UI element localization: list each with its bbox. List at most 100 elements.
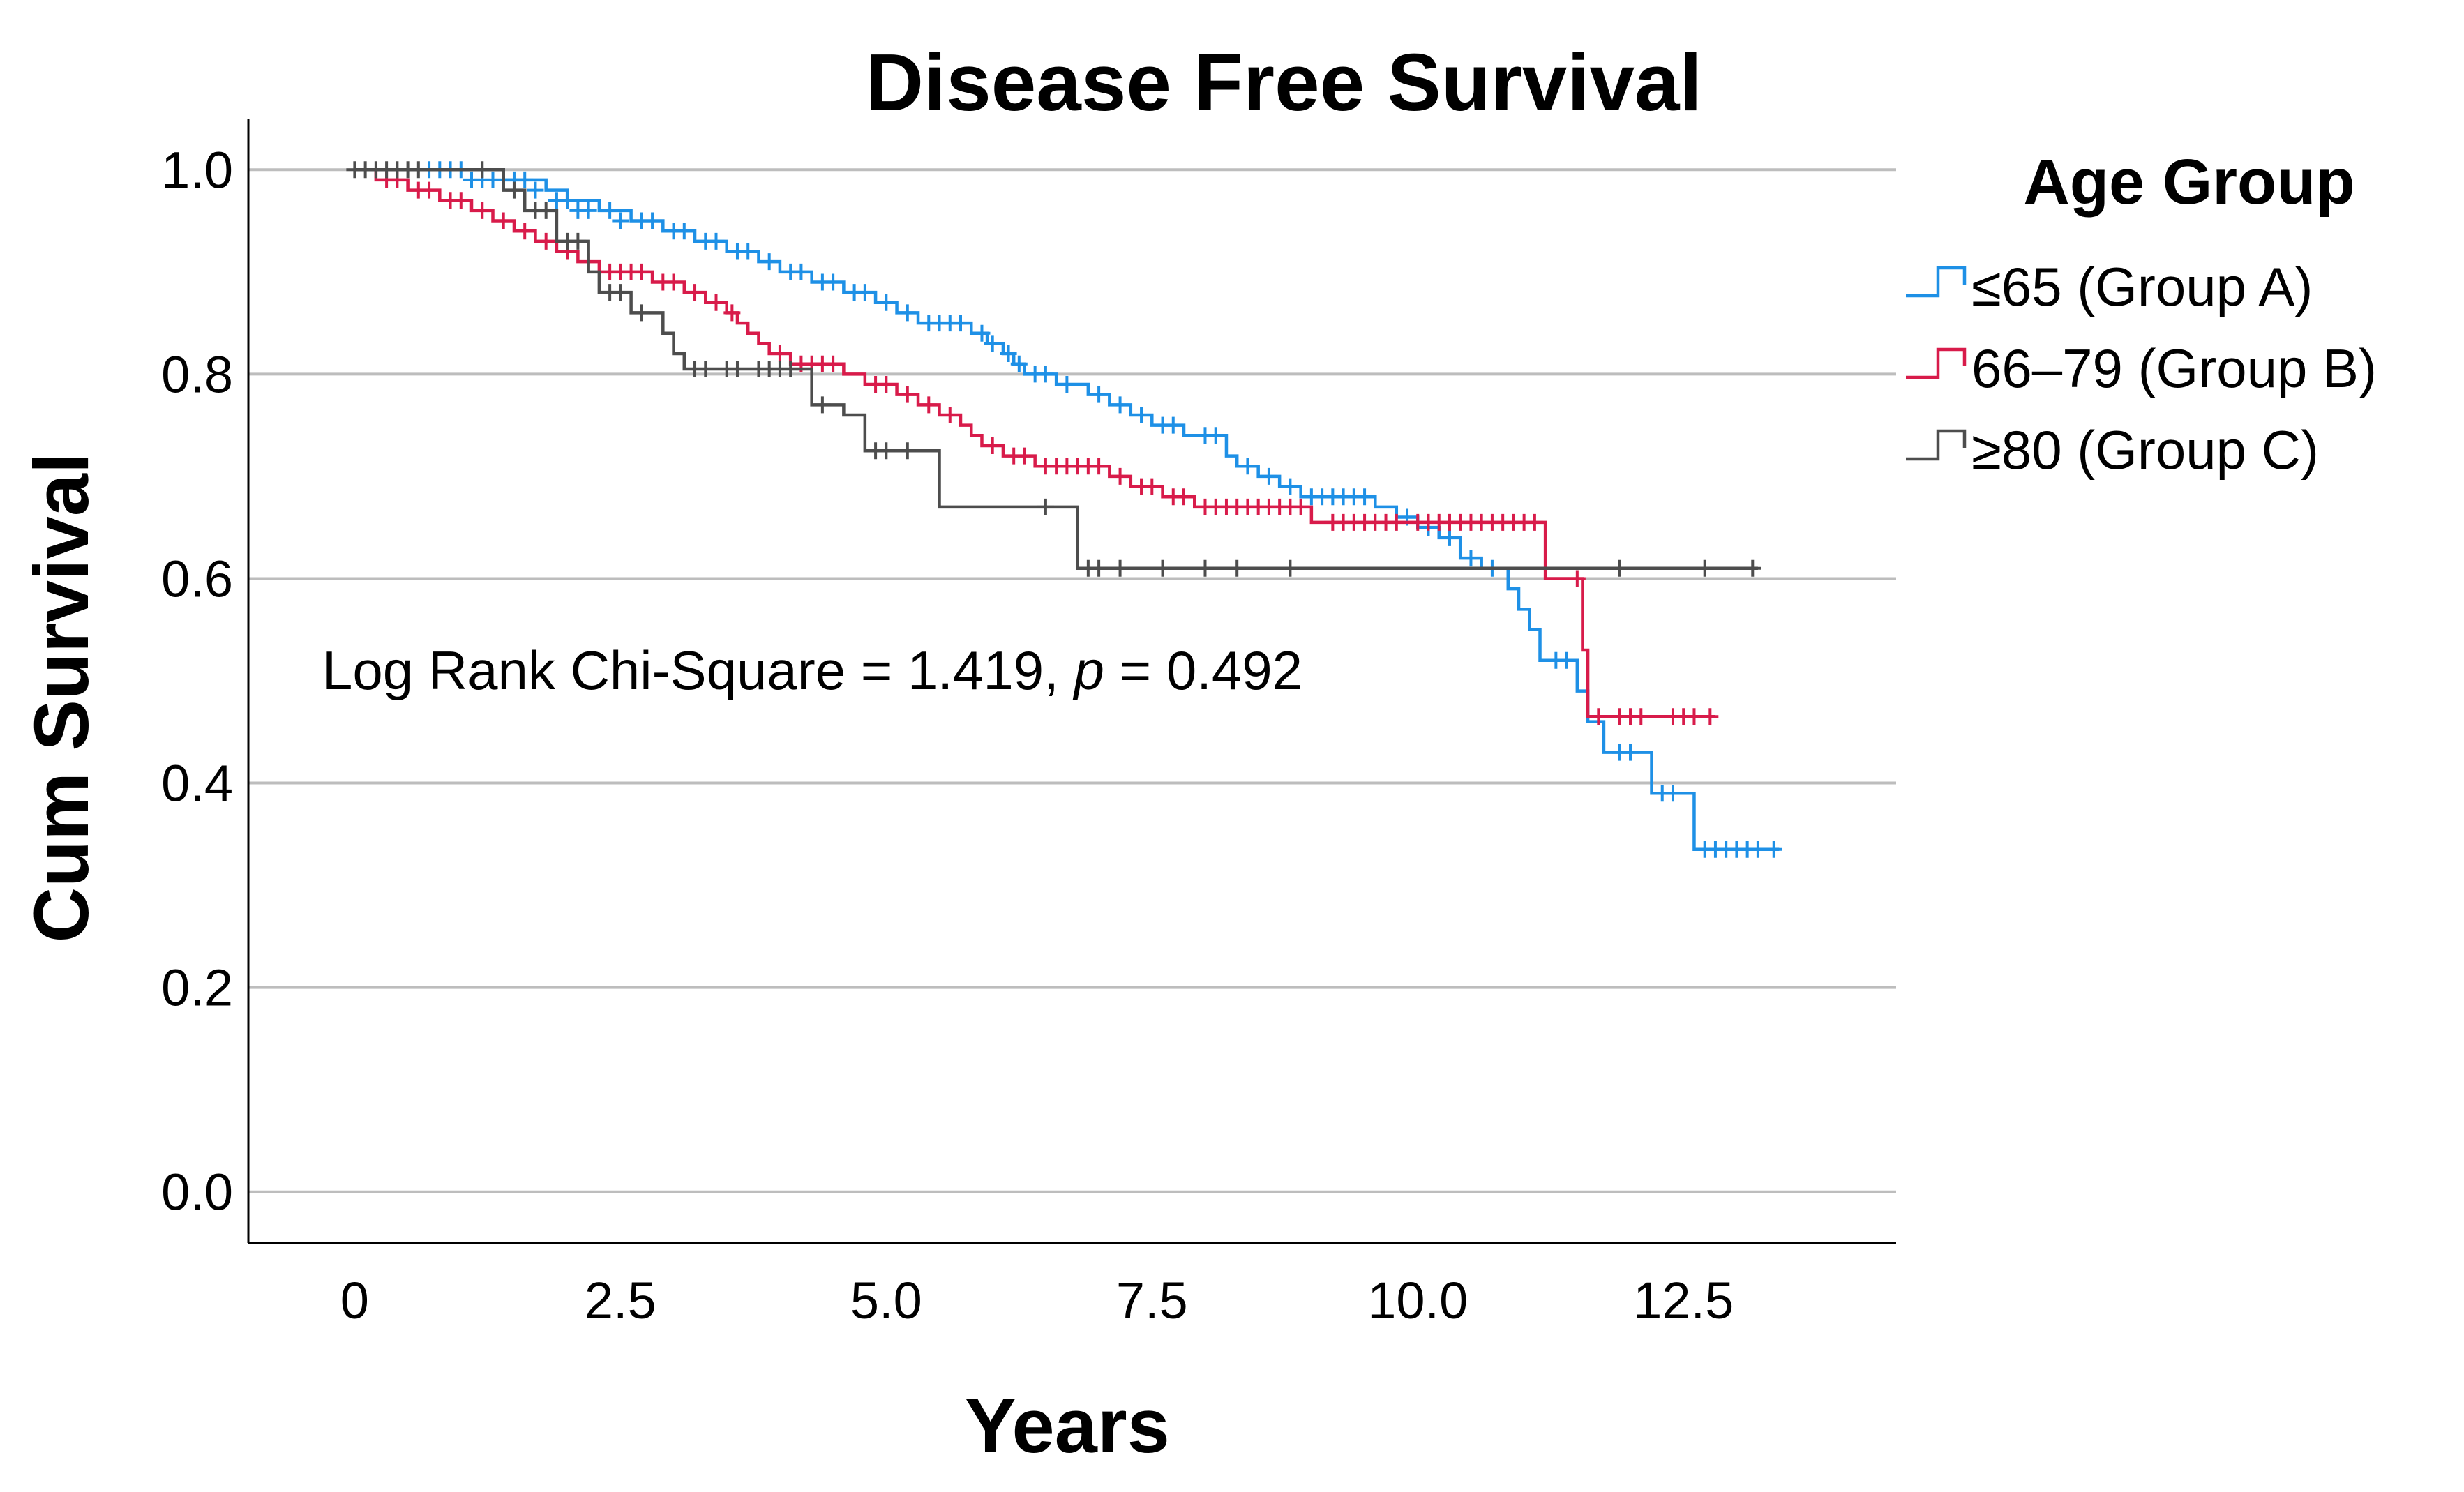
censor-mark — [728, 361, 746, 378]
censor-mark — [452, 192, 469, 209]
censor-mark — [899, 386, 916, 403]
censor-mark — [1388, 513, 1405, 531]
censor-mark — [1744, 559, 1761, 577]
censor-mark — [686, 284, 704, 301]
censor-mark — [984, 437, 1001, 454]
legend-item: ≥80 (Group C) — [1906, 419, 2319, 481]
censor-mark — [782, 361, 799, 378]
censor-mark — [825, 273, 842, 291]
censor-mark — [878, 376, 895, 393]
censor-mark — [612, 212, 629, 229]
censor-mark — [941, 406, 959, 423]
censor-mark — [1765, 841, 1782, 858]
censor-mark — [1568, 570, 1586, 587]
censor-mark — [813, 396, 831, 414]
censor-mark — [675, 223, 693, 240]
censor-mark — [1558, 651, 1575, 669]
censor-mark — [1590, 708, 1607, 725]
censor-mark — [1632, 708, 1650, 725]
censor-mark — [1111, 396, 1129, 414]
censor-mark — [1229, 559, 1246, 577]
censor-mark — [1282, 559, 1299, 577]
censor-mark — [1016, 447, 1033, 465]
log-rank-annotation: Log Rank Chi-Square = 1.419, p = 0.492 — [322, 640, 1302, 701]
censor-mark — [569, 232, 587, 250]
censor-mark — [1701, 708, 1719, 725]
legend-items: ≤65 (Group A) 66–79 (Group B) ≥80 (Group C… — [1906, 256, 2377, 481]
censor-mark — [920, 396, 938, 414]
legend-swatch — [1906, 266, 1967, 298]
annotation-p-symbol: p — [1073, 640, 1104, 701]
x-axis-title: Years — [965, 1383, 1170, 1469]
censor-mark — [1133, 406, 1150, 423]
censor-mark — [1111, 559, 1129, 577]
legend-item: 66–79 (Group B) — [1906, 338, 2377, 399]
censor-mark — [856, 284, 873, 301]
censor-mark — [984, 335, 1001, 352]
censor-mark — [1685, 708, 1703, 725]
censor-mark — [878, 294, 895, 311]
censor-mark — [516, 171, 534, 188]
censor-mark — [697, 361, 714, 378]
censor-mark — [1154, 559, 1171, 577]
censor-mark — [771, 345, 788, 363]
censor-mark — [644, 212, 661, 229]
censor-mark — [612, 284, 629, 301]
censor-mark — [580, 202, 597, 219]
y-tick-label: 0.4 — [161, 755, 233, 813]
censor-mark — [1010, 355, 1028, 372]
censor-mark — [1090, 458, 1108, 475]
censor-mark — [1037, 498, 1054, 515]
censor-mark — [1749, 841, 1766, 858]
grid-lines — [248, 168, 1896, 1193]
series-group — [354, 168, 1719, 725]
censor-mark — [952, 315, 969, 332]
axes — [247, 119, 1896, 1244]
censor-mark — [723, 304, 741, 322]
y-tick-label: 0.6 — [161, 550, 233, 608]
series-group — [346, 161, 1761, 577]
legend-label: 66–79 (Group B) — [1971, 338, 2377, 399]
censor-mark — [1058, 376, 1076, 393]
censor-mark — [707, 294, 725, 311]
censor-mark — [633, 304, 650, 322]
censor-mark — [1207, 427, 1224, 444]
censor-mark — [1441, 529, 1458, 546]
censor-mark — [1143, 478, 1161, 495]
censor-mark — [421, 181, 438, 199]
censor-mark — [527, 181, 544, 199]
censor-mark — [792, 263, 810, 280]
censor-mark — [1196, 559, 1214, 577]
y-axis-title: Cum Survival — [19, 452, 105, 942]
censor-mark — [665, 273, 682, 291]
censor-mark — [1282, 478, 1299, 495]
y-tick-label: 1.0 — [161, 141, 233, 199]
censor-mark — [1622, 744, 1639, 761]
censor-mark — [878, 442, 895, 460]
annotation-suffix: = 0.492 — [1104, 640, 1302, 701]
censor-mark — [973, 324, 991, 342]
censor-mark — [495, 212, 512, 229]
censor-mark — [1356, 488, 1374, 506]
censor-mark — [474, 202, 491, 219]
censor-mark — [1164, 416, 1182, 434]
survival-curves — [346, 161, 1782, 858]
y-tick-label: 0.8 — [161, 345, 233, 403]
y-tick-labels: 0.0 0.2 0.4 0.6 0.8 1.0 — [161, 141, 233, 1221]
chart-title: Disease Free Survival — [865, 37, 1701, 128]
censor-mark — [601, 202, 619, 219]
legend: Age Group ≤65 (Group A) 66–79 (Group B) ≥8… — [1906, 146, 2377, 481]
y-tick-label: 0.0 — [161, 1163, 233, 1221]
censor-mark — [633, 263, 650, 280]
x-tick-label: 0 — [340, 1272, 369, 1329]
censor-mark — [1664, 785, 1681, 802]
legend-item: ≤65 (Group A) — [1906, 256, 2313, 317]
censor-mark — [1090, 386, 1108, 403]
x-tick-label: 12.5 — [1633, 1272, 1734, 1329]
censor-mark — [899, 442, 916, 460]
legend-label: ≥80 (Group C) — [1971, 419, 2319, 481]
censor-mark — [537, 232, 555, 250]
